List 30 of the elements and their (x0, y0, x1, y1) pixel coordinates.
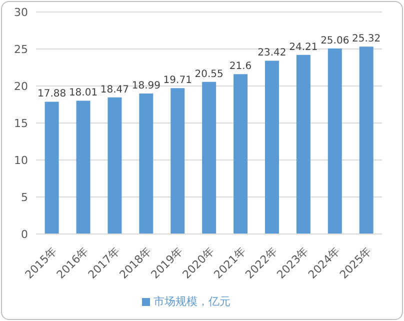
bar (296, 54, 310, 234)
data-label: 25.06 (320, 36, 350, 47)
data-label: 23.42 (258, 48, 286, 59)
bar (108, 97, 122, 234)
y-tick-label: 5 (21, 190, 28, 204)
y-tick-label: 10 (14, 154, 28, 167)
data-label: 17.88 (37, 88, 66, 100)
bar (44, 102, 59, 234)
bar (76, 100, 90, 234)
y-tick-label: 25 (14, 42, 28, 56)
y-tick-label: 20 (14, 80, 28, 93)
data-label: 18.01 (68, 88, 98, 99)
bar (202, 82, 216, 234)
data-label: 18.47 (100, 84, 130, 96)
data-label: 18.99 (132, 80, 160, 92)
bar (359, 46, 374, 234)
data-label: 20.55 (194, 68, 224, 80)
bar (328, 48, 342, 234)
data-label: 24.21 (289, 42, 318, 53)
data-label: 19.71 (163, 75, 192, 86)
y-tick-label: 0 (21, 228, 28, 241)
data-label: 25.32 (352, 34, 381, 45)
bar (234, 74, 248, 234)
data-label: 21.6 (229, 61, 252, 72)
bar (170, 88, 185, 234)
y-tick-label: 30 (14, 6, 28, 19)
y-tick-label: 15 (14, 116, 28, 130)
legend-label: 市场规模，亿元 (154, 295, 230, 308)
bar (264, 60, 279, 234)
bar (139, 93, 154, 234)
